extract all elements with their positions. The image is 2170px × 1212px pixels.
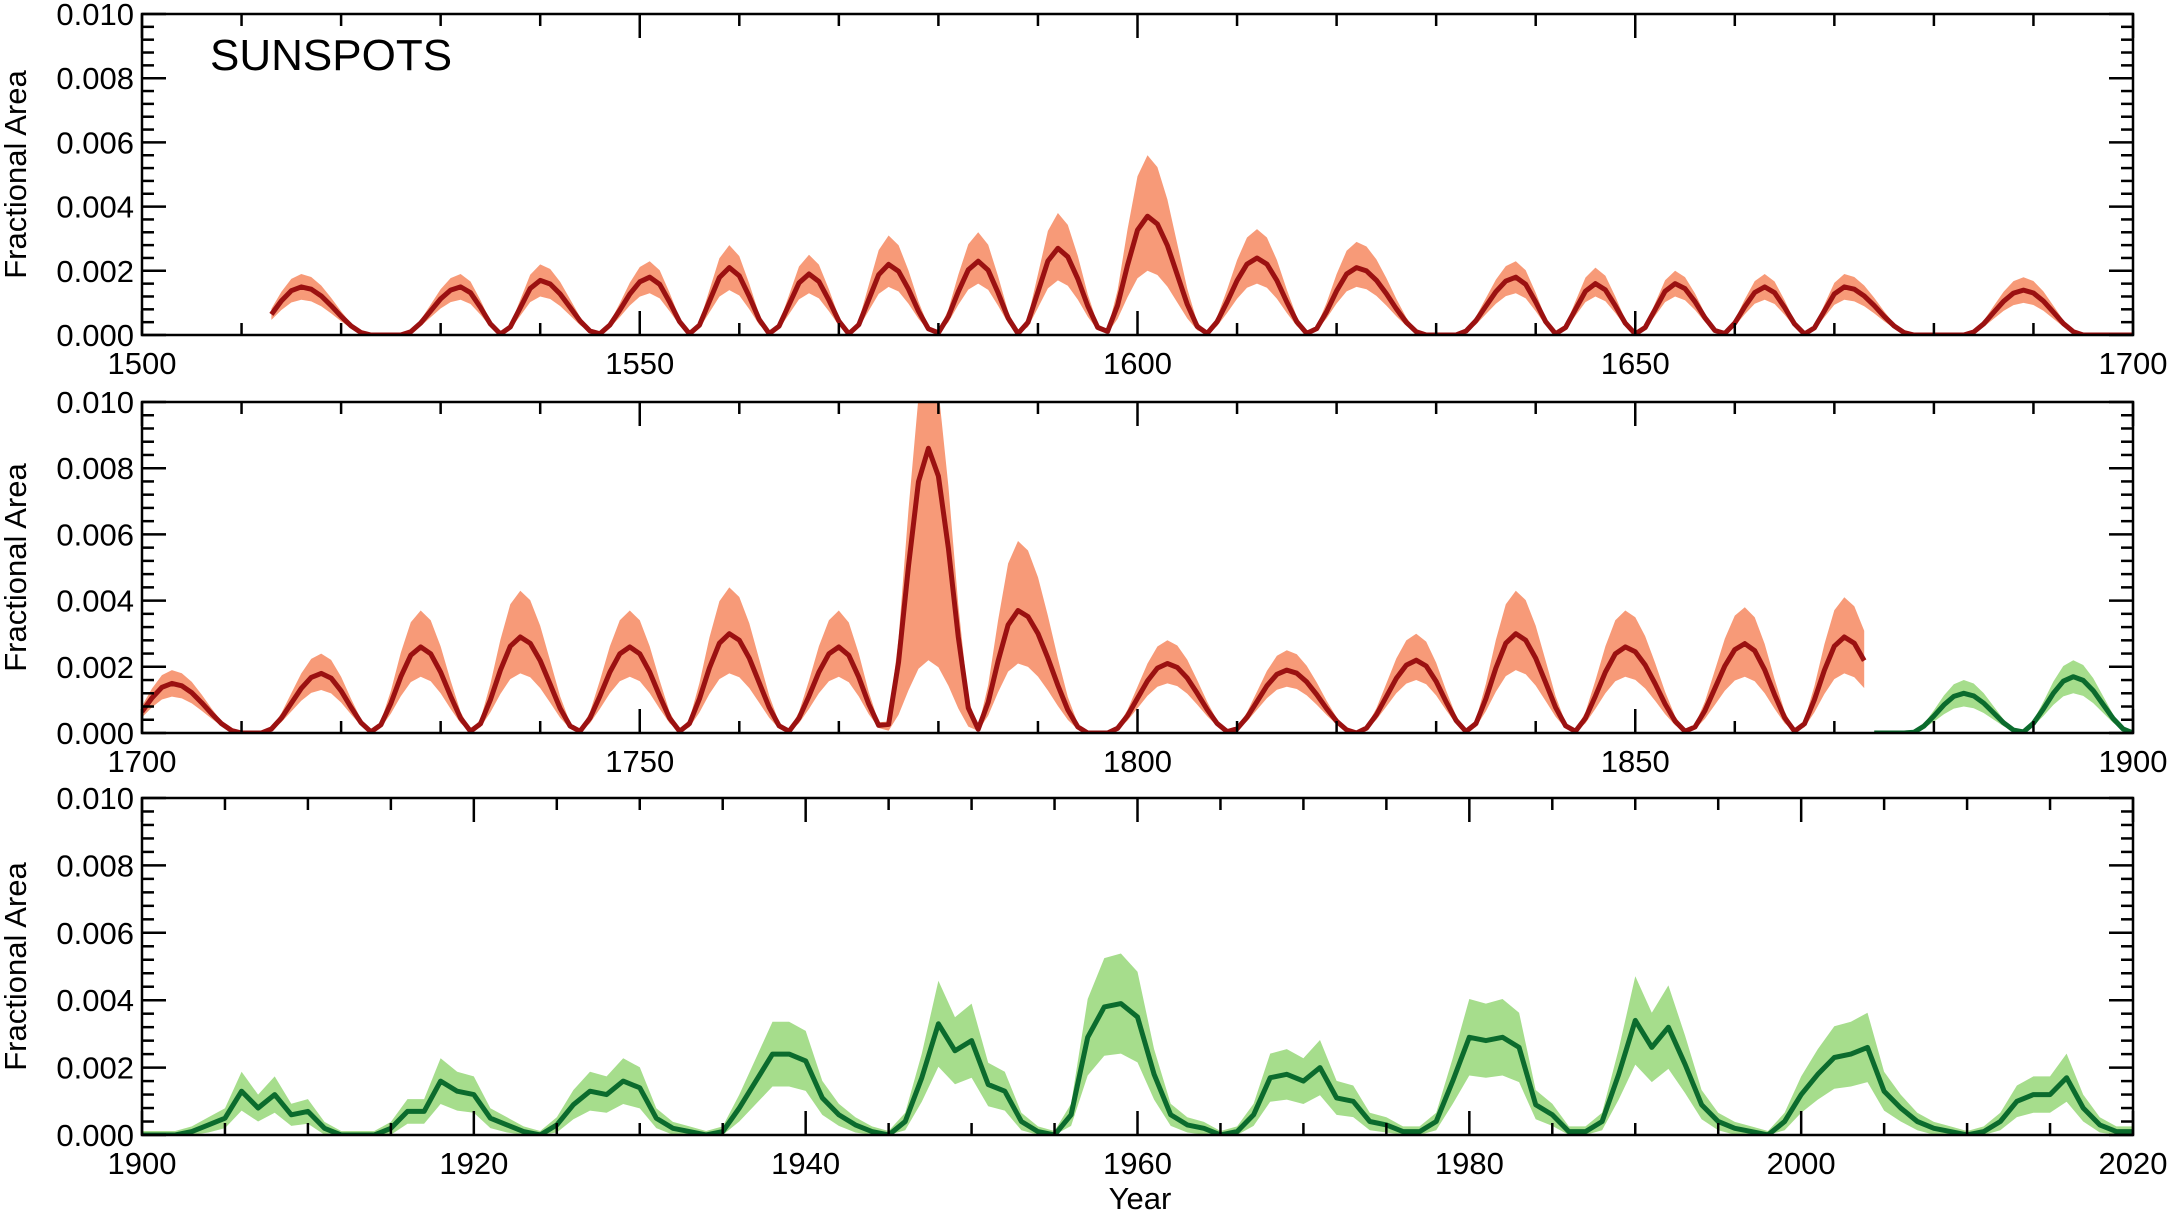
y-tick-label: 0.010 <box>56 781 134 816</box>
y-tick-label: 0.000 <box>56 1118 134 1153</box>
x-tick-label: 1960 <box>1103 1146 1172 1181</box>
reconstruction-line <box>142 445 1867 733</box>
x-tick-label: 1900 <box>108 1146 177 1181</box>
y-tick-label: 0.000 <box>56 318 134 353</box>
y-tick-label: 0.010 <box>56 0 134 32</box>
panel-1: 0.000 0.002 0.004 0.006 0.008 0.010 1500 1550 16… <box>0 0 2167 381</box>
x-tick-label: 1750 <box>605 744 674 779</box>
y-axis-label: Fractional Area <box>0 861 33 1070</box>
observed-uncertainty-band <box>142 953 2133 1135</box>
y-tick-label: 0.004 <box>56 190 134 225</box>
panel-3: 0.000 0.002 0.004 0.006 0.008 0.010 1900 1920 19… <box>0 781 2167 1181</box>
y-tick-label: 0.010 <box>56 385 134 420</box>
reconstruction-line <box>269 213 2133 335</box>
x-tick-label: 1550 <box>605 346 674 381</box>
x-tick-label: 1940 <box>771 1146 840 1181</box>
x-tick-label: 1980 <box>1435 1146 1504 1181</box>
x-tick-label: 2000 <box>1767 1146 1836 1181</box>
y-tick-label: 0.008 <box>56 61 134 96</box>
reconstruction-uncertainty-band <box>142 402 1865 733</box>
x-tick-label: 1700 <box>2099 346 2168 381</box>
reconstruction-uncertainty-band <box>271 155 2133 335</box>
chart-panels: 0.000 0.002 0.004 0.006 0.008 0.010 1500 1550 16… <box>0 0 2167 1181</box>
x-axis-label: Year <box>1109 1181 1172 1212</box>
x-tick-label: 1920 <box>439 1146 508 1181</box>
observed-line <box>142 1001 2133 1135</box>
y-tick-label: 0.004 <box>56 584 134 619</box>
x-tick-label: 1850 <box>1601 744 1670 779</box>
x-tick-label: 1800 <box>1103 744 1172 779</box>
y-axis-label: Fractional Area <box>0 69 33 278</box>
x-tick-label: 1900 <box>2099 744 2168 779</box>
x-tick-label: 1650 <box>1601 346 1670 381</box>
y-tick-label: 0.008 <box>56 848 134 883</box>
x-tick-label: 1700 <box>108 744 177 779</box>
y-tick-label: 0.006 <box>56 916 134 951</box>
plot-area <box>269 155 2133 335</box>
y-tick-label: 0.008 <box>56 451 134 486</box>
y-tick-label: 0.006 <box>56 125 134 160</box>
y-tick-label: 0.002 <box>56 1051 134 1086</box>
observed-line <box>1874 674 2133 733</box>
plot-area <box>142 402 2133 733</box>
y-tick-label: 0.002 <box>56 254 134 289</box>
y-axis-label: Fractional Area <box>0 462 33 671</box>
plot-area <box>142 953 2133 1135</box>
x-tick-label: 1600 <box>1103 346 1172 381</box>
x-tick-label: 2020 <box>2099 1146 2168 1181</box>
y-tick-label: 0.004 <box>56 983 134 1018</box>
y-tick-label: 0.002 <box>56 650 134 685</box>
x-tick-label: 1500 <box>108 346 177 381</box>
panel-2: 0.000 0.002 0.004 0.006 0.008 0.010 1700 1750 18… <box>0 385 2168 779</box>
chart-title: SUNSPOTS <box>210 31 452 80</box>
y-tick-label: 0.000 <box>56 716 134 751</box>
y-tick-label: 0.006 <box>56 517 134 552</box>
